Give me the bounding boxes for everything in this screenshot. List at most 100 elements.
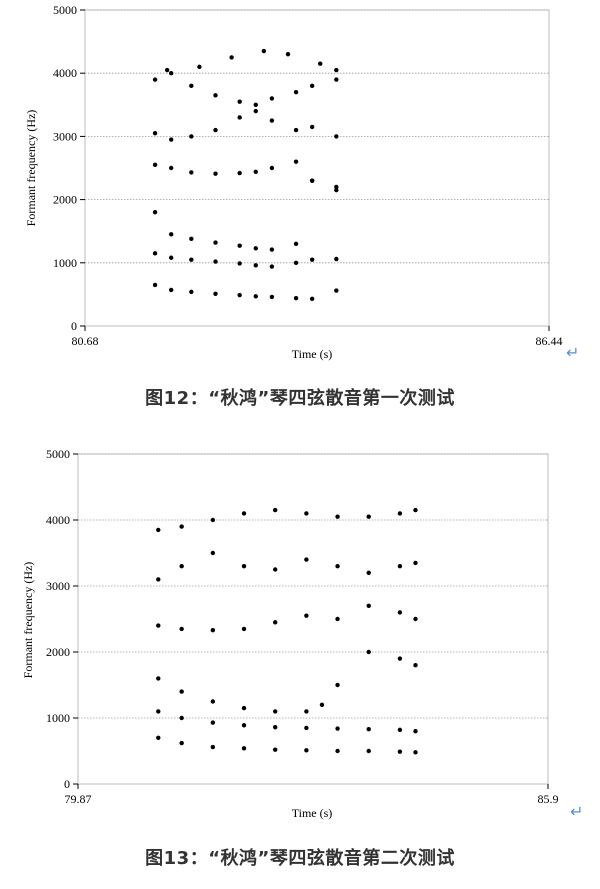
data-point	[213, 291, 218, 296]
data-point	[366, 570, 371, 575]
data-point	[413, 616, 418, 622]
data-point	[210, 628, 216, 633]
data-point	[397, 727, 403, 733]
data-point	[189, 83, 194, 89]
data-point	[168, 287, 174, 293]
data-point	[272, 725, 278, 730]
data-point	[304, 613, 309, 618]
data-point	[269, 247, 275, 252]
data-point	[253, 108, 258, 114]
chart-1-plot: 0 1000 2000 3000 4000 5000 80.68 86.44 Time (s)…	[24, 3, 563, 361]
x-axis-title: Time (s)	[292, 806, 333, 820]
data-point	[293, 89, 299, 95]
y-tick-label: 0	[64, 777, 70, 791]
data-point	[335, 748, 340, 754]
data-point	[366, 748, 371, 754]
y-tick-label: 5000	[46, 447, 70, 461]
data-point	[269, 294, 275, 300]
data-point	[152, 77, 158, 82]
data-point	[213, 259, 218, 264]
y-tick-label: 1000	[53, 256, 77, 270]
data-point	[168, 137, 174, 142]
chart-1: 0 1000 2000 3000 4000 5000 80.68 86.44 Time (s)…	[0, 0, 600, 420]
data-point	[304, 511, 309, 516]
x-axis-title: Time (s)	[292, 347, 333, 361]
data-point	[152, 210, 158, 215]
data-point	[237, 261, 242, 266]
data-point	[152, 162, 158, 168]
data-point	[397, 749, 403, 754]
y-axis-title: Formant frequency (Hz)	[21, 562, 35, 679]
data-point	[179, 715, 184, 721]
data-point	[269, 264, 275, 269]
data-point	[334, 187, 339, 193]
data-point	[269, 118, 275, 123]
data-point	[304, 725, 309, 731]
data-point	[366, 727, 371, 732]
data-point	[335, 726, 340, 731]
y-tick-label: 2000	[46, 645, 70, 659]
data-point	[210, 517, 216, 523]
x-tick-label: 79.87	[65, 792, 92, 806]
data-point	[237, 170, 242, 176]
y-tick-label: 3000	[53, 129, 77, 143]
return-arrow-icon: ↵	[566, 343, 580, 362]
data-point	[318, 61, 323, 66]
data-point	[213, 127, 218, 133]
data-point	[164, 67, 170, 73]
data-point	[237, 115, 242, 120]
data-point	[210, 550, 216, 556]
y-tick-label: 4000	[53, 66, 77, 80]
data-point	[237, 292, 242, 298]
data-point	[241, 746, 247, 751]
data-point	[189, 257, 194, 262]
data-point	[210, 744, 216, 750]
data-point	[179, 740, 184, 746]
data-point	[189, 134, 194, 139]
data-point	[335, 564, 340, 569]
data-point	[319, 702, 325, 707]
data-point	[241, 705, 247, 711]
data-point	[272, 747, 278, 752]
data-point	[168, 165, 174, 171]
y-axis-title: Formant frequency (Hz)	[24, 110, 38, 227]
data-point	[197, 64, 202, 70]
data-point	[189, 236, 194, 241]
data-point	[210, 720, 216, 725]
data-point	[213, 171, 218, 176]
data-point	[168, 255, 174, 260]
data-point	[309, 296, 315, 302]
plot-area	[77, 453, 549, 785]
data-point	[253, 102, 258, 108]
figure-caption: 图13：“秋鸿”琴四弦散音第二次测试	[145, 848, 455, 869]
data-point	[156, 623, 161, 628]
chart-2: 0 1000 2000 3000 4000 5000 79.87 85.9 Time (s) …	[0, 447, 600, 889]
data-point	[334, 184, 339, 190]
data-point	[189, 170, 194, 175]
data-point	[213, 93, 218, 98]
data-point	[156, 527, 161, 533]
return-arrow-icon: ↵	[570, 802, 584, 821]
data-point	[253, 263, 258, 268]
data-point	[335, 682, 340, 688]
data-point	[237, 243, 242, 248]
y-tick-label: 4000	[46, 513, 70, 527]
data-point	[179, 689, 184, 694]
data-point	[293, 295, 299, 301]
data-point	[241, 723, 247, 728]
data-point	[397, 511, 403, 516]
data-point	[334, 77, 339, 82]
data-point	[285, 52, 291, 57]
data-point	[413, 663, 418, 668]
data-point	[309, 257, 315, 262]
data-point	[334, 288, 339, 293]
data-point	[304, 748, 309, 753]
data-point	[269, 165, 275, 171]
data-point	[335, 514, 340, 519]
data-point	[152, 282, 158, 288]
x-tick-label: 86.44	[536, 334, 563, 348]
x-tick-label: 85.9	[538, 792, 559, 806]
data-point	[397, 564, 403, 569]
data-point	[334, 67, 339, 73]
